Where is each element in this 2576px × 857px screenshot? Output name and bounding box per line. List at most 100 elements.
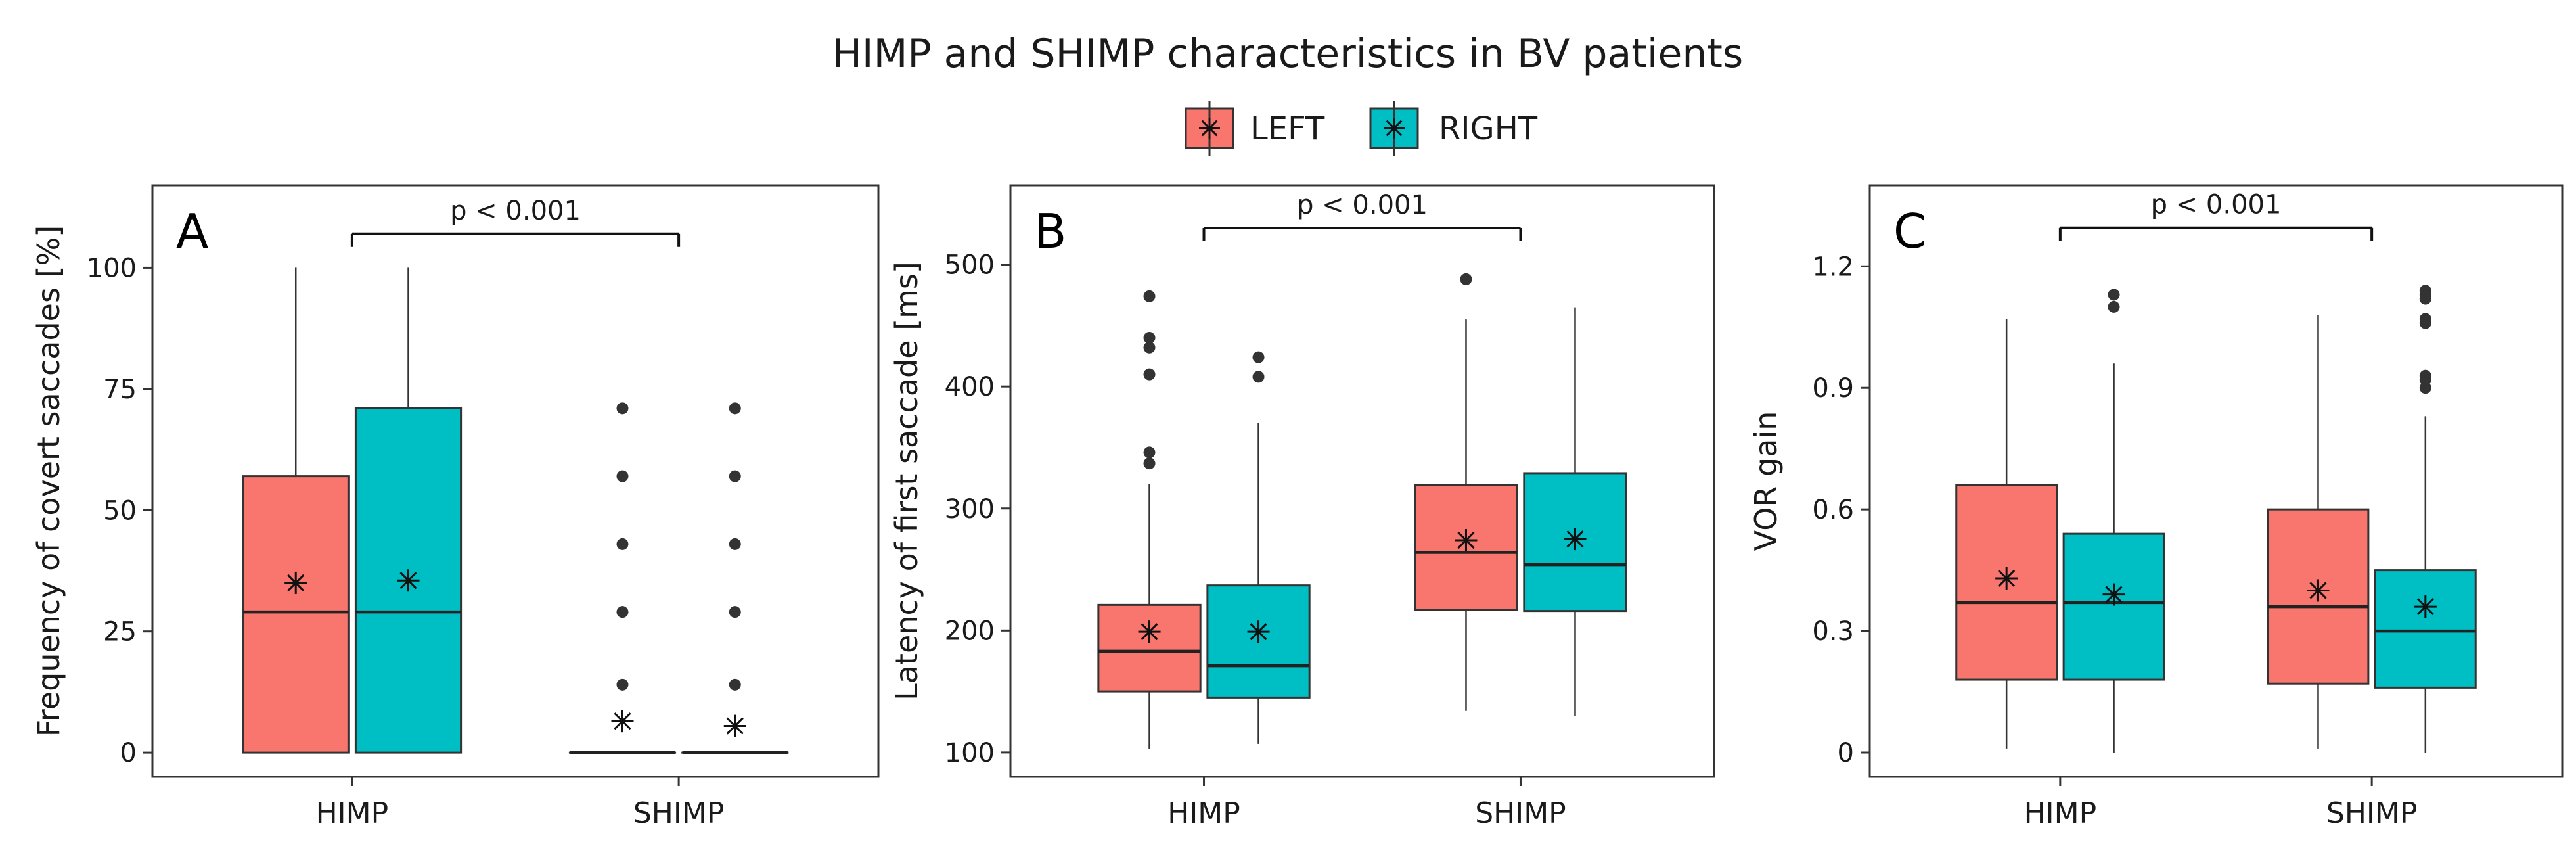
box-himp-right <box>354 267 463 754</box>
box-shimp-left <box>1414 273 1518 711</box>
mean-star-stroke <box>2309 582 2327 599</box>
box-himp-left <box>1955 319 2058 749</box>
legend-item-right: RIGHT <box>1369 101 1538 156</box>
legend: LEFT RIGHT <box>1185 101 1538 156</box>
outlier-point <box>729 606 741 618</box>
outlier-point <box>2108 289 2120 301</box>
mean-star-stroke <box>1141 623 1158 641</box>
y-tick-label: 75 <box>103 375 137 405</box>
mean-star-stroke <box>1998 569 2016 588</box>
outlier-point <box>2108 300 2120 313</box>
box-shimp-left <box>2267 315 2370 749</box>
significance-label: p < 0.001 <box>2151 190 2282 220</box>
y-axis-label: Frequency of covert saccades [%] <box>31 225 66 737</box>
outlier-point <box>1460 273 1472 285</box>
mean-star <box>611 710 634 733</box>
legend-label-right: RIGHT <box>1439 110 1538 147</box>
mean-star <box>2307 579 2330 602</box>
outlier-point <box>729 470 741 482</box>
outlier-point <box>2419 382 2431 394</box>
x-category-label: HIMP <box>316 797 389 830</box>
box-shimp-right <box>1523 307 1627 716</box>
box-himp-right <box>2062 289 2165 753</box>
legend-mean-star <box>1199 118 1220 139</box>
iqr-box <box>2062 532 2165 681</box>
mean-star-stroke <box>726 717 744 735</box>
mean-star-stroke <box>1201 120 1218 137</box>
mean-star-stroke <box>1457 531 1475 549</box>
outlier-point <box>1143 290 1156 302</box>
outlier-point <box>2419 313 2431 325</box>
mean-star <box>2414 595 2437 618</box>
mean-star-stroke <box>1386 120 1403 137</box>
outlier-point <box>1143 446 1156 459</box>
iqr-box <box>2374 569 2477 689</box>
mean-star-stroke <box>1566 530 1584 548</box>
mean-star <box>1138 620 1161 643</box>
box-shimp-right <box>681 402 789 754</box>
outlier-point <box>1143 368 1156 381</box>
outlier-point <box>729 538 741 550</box>
significance-bracket: p < 0.001 <box>350 196 681 247</box>
x-category-label: HIMP <box>2024 797 2097 830</box>
x-category-label: SHIMP <box>633 797 725 830</box>
x-category-label: SHIMP <box>2326 797 2418 830</box>
y-tick-label: 1.2 <box>1812 252 1854 282</box>
outlier-point <box>2419 369 2431 382</box>
figure-title: HIMP and SHIMP characteristics in BV pat… <box>832 31 1743 77</box>
mean-star-stroke <box>1250 623 1267 641</box>
mean-star <box>2102 583 2125 606</box>
panel-letter: B <box>1034 204 1066 259</box>
significance-label: p < 0.001 <box>450 196 581 226</box>
mean-star <box>723 714 746 737</box>
mean-star-stroke <box>614 712 631 730</box>
significance-bracket: p < 0.001 <box>1202 190 1522 241</box>
legend-label-left: LEFT <box>1250 110 1325 147</box>
outlier-point <box>1143 457 1156 470</box>
panel-frame <box>151 184 880 778</box>
panel-letter: C <box>1893 204 1926 259</box>
mean-star <box>1564 528 1587 551</box>
box-shimp-right <box>2374 285 2477 753</box>
outlier-point <box>616 678 629 691</box>
y-tick-label: 0 <box>120 738 137 768</box>
mean-star <box>284 571 307 594</box>
panel-frame <box>1009 184 1715 778</box>
legend-star-icon <box>1384 101 1405 156</box>
y-tick-label: 500 <box>945 250 995 281</box>
y-tick-label: 25 <box>103 617 137 647</box>
x-category-label: SHIMP <box>1475 797 1566 830</box>
outlier-point <box>1252 371 1265 383</box>
y-tick-label: 0.6 <box>1812 495 1854 525</box>
panel-c: C 0 0.3 0.6 0.9 1.2 VOR gain HIMP SHIMP p < 0.001 <box>1748 184 2564 830</box>
mean-star <box>1995 567 2018 590</box>
significance-label: p < 0.001 <box>1297 190 1428 220</box>
panel-b: B 100 200 300 400 500 Latency of first saccade… <box>889 184 1715 830</box>
panel-letter: A <box>176 204 208 259</box>
y-tick-label: 300 <box>945 494 995 524</box>
outlier-point <box>616 538 629 550</box>
y-axis-label: Latency of first saccade [ms] <box>889 262 924 701</box>
y-tick-label: 0.3 <box>1812 616 1854 647</box>
outlier-point <box>2419 285 2431 297</box>
y-tick-label: 0.9 <box>1812 373 1854 404</box>
outlier-point <box>616 470 629 482</box>
mean-star <box>1455 529 1478 551</box>
y-tick-label: 100 <box>87 253 137 283</box>
outlier-point <box>616 402 629 415</box>
mean-star <box>397 569 420 592</box>
y-tick-label: 100 <box>945 738 995 768</box>
box-shimp-left <box>568 402 677 754</box>
panel-frame <box>1868 184 2564 778</box>
y-tick-label: 0 <box>1838 738 1854 768</box>
y-axis-label: VOR gain <box>1748 411 1784 551</box>
significance-bracket: p < 0.001 <box>2058 190 2374 241</box>
mean-star-stroke <box>2416 598 2434 616</box>
mean-star-stroke <box>399 572 417 590</box>
box-himp-left <box>1097 290 1202 749</box>
outlier-point <box>1143 331 1156 344</box>
mean-star <box>1247 620 1270 643</box>
y-tick-label: 200 <box>945 616 995 646</box>
iqr-box <box>1097 603 1202 693</box>
box-himp-right <box>1206 351 1311 744</box>
